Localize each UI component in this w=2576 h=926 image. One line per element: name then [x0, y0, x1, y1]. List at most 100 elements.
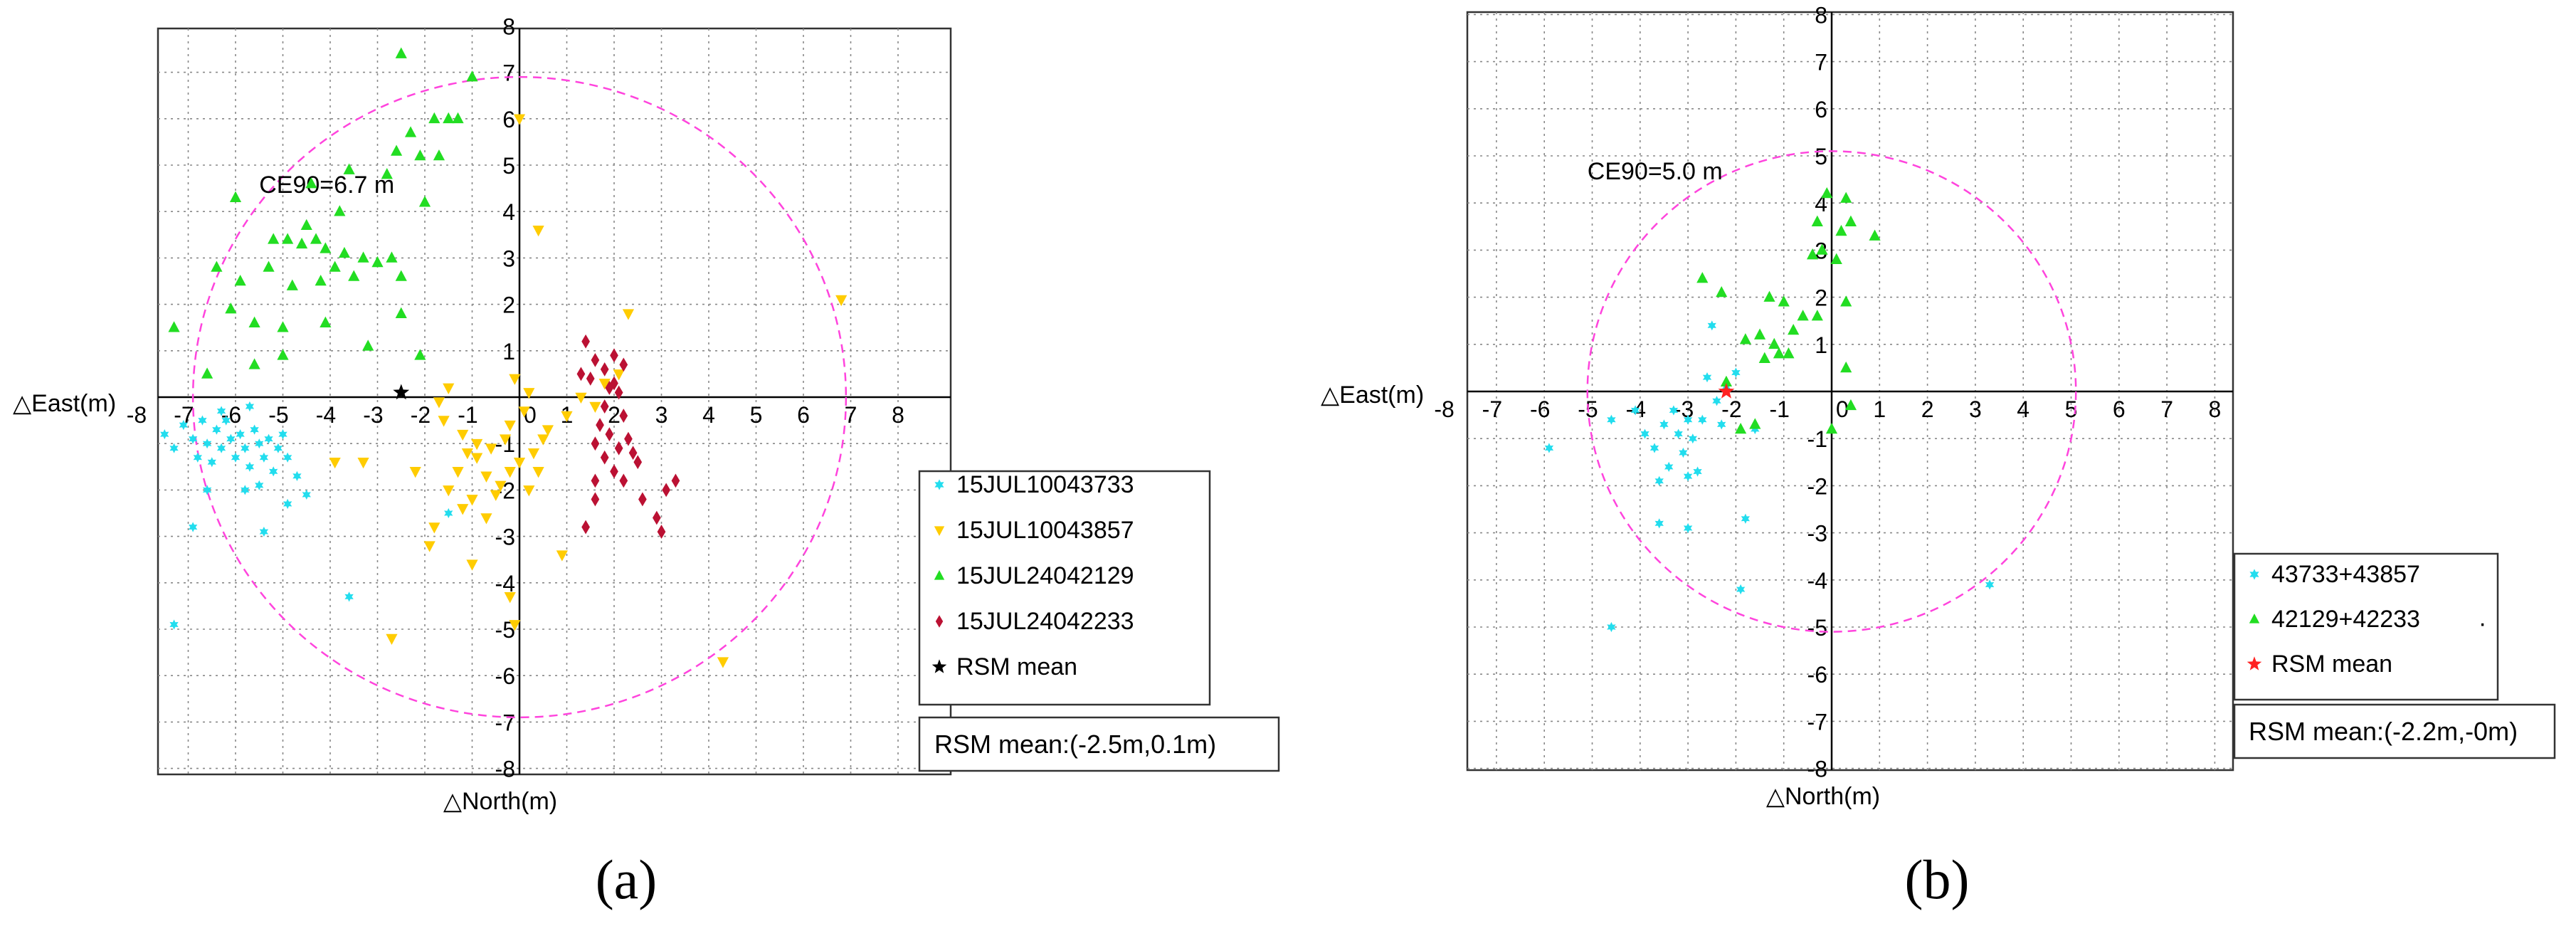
tick-label-y: -8 — [495, 757, 515, 782]
data-point — [452, 467, 464, 478]
data-point — [1788, 323, 1800, 335]
data-point — [438, 416, 450, 427]
data-point — [466, 70, 478, 82]
data-point — [404, 126, 417, 137]
tick-label-y: -6 — [1807, 662, 1827, 688]
data-point — [443, 112, 455, 124]
ce90-circle — [1586, 150, 2077, 633]
legend-label: RSM mean — [956, 653, 1077, 680]
data-point — [600, 362, 609, 377]
data-point — [610, 348, 618, 363]
tick-label-x: 2 — [608, 402, 621, 428]
data-point — [1664, 461, 1674, 472]
data-point — [348, 270, 360, 281]
data-point — [198, 415, 207, 426]
series-rsm-mean — [393, 384, 410, 400]
data-point — [628, 446, 638, 461]
data-point — [527, 448, 540, 460]
data-point — [1688, 433, 1697, 444]
data-point — [1720, 375, 1733, 387]
data-point — [471, 438, 483, 451]
data-point — [201, 367, 213, 379]
data-point — [662, 483, 670, 498]
data-point — [1683, 471, 1693, 482]
data-point — [283, 452, 292, 463]
legend-box-b — [2233, 552, 2499, 701]
legend-entry: RSM mean — [931, 653, 1077, 680]
data-point — [234, 275, 246, 286]
ce90-circle — [191, 75, 848, 719]
data-point — [504, 592, 516, 604]
legend-entry: 15JUL24042233 — [935, 608, 1134, 635]
tick-label-x: 2 — [1921, 396, 1934, 422]
legend-label: 15JUL24042233 — [956, 608, 1134, 635]
data-point — [320, 242, 332, 253]
data-point — [610, 376, 618, 391]
data-point — [414, 349, 426, 360]
legend-label: 42129+42233 — [2271, 606, 2420, 633]
panel-a: -8-8-7-7-6-6-5-5-4-4-3-3-2-2-1-101122334… — [13, 14, 1280, 910]
summary-text-a: RSM mean:(-2.5m,0.1m) — [934, 730, 1216, 759]
tick-label-x: -4 — [316, 402, 336, 428]
data-point — [504, 467, 516, 478]
data-point — [581, 520, 590, 535]
data-point — [393, 384, 410, 400]
data-point — [495, 480, 507, 492]
data-point — [1654, 475, 1664, 486]
data-point — [457, 429, 469, 441]
data-point — [653, 510, 661, 525]
data-point — [212, 424, 221, 435]
data-point — [509, 374, 521, 385]
series-15jul10043733 — [160, 401, 453, 630]
data-point — [202, 438, 212, 449]
tick-label-y: -7 — [1807, 709, 1827, 735]
data-point — [1763, 290, 1775, 302]
legend-marker — [934, 570, 945, 580]
legend-entry: 42129+42233 — [2249, 606, 2420, 633]
data-point — [1749, 418, 1761, 429]
data-point — [245, 401, 255, 412]
data-point — [499, 434, 512, 446]
data-point — [1702, 372, 1712, 383]
ce90-circle-b — [1586, 150, 2077, 633]
data-point — [273, 443, 283, 453]
tick-label-x: -8 — [127, 402, 147, 428]
data-point — [1840, 295, 1852, 307]
tick-label-y: 7 — [1815, 50, 1827, 75]
data-point — [444, 507, 453, 519]
series-15jul10043857 — [329, 114, 848, 668]
x-axis-label-b: △North(m) — [1766, 783, 1880, 810]
data-point — [1751, 423, 1760, 435]
legend-label: 43733+43857 — [2271, 561, 2420, 588]
data-point — [1649, 443, 1659, 453]
data-point — [179, 420, 188, 431]
data-point — [202, 485, 212, 495]
data-point — [302, 489, 311, 500]
data-point — [189, 522, 198, 532]
data-point — [386, 251, 398, 263]
data-point — [452, 112, 464, 124]
legend-marker — [931, 659, 947, 673]
tick-label-x: 0 — [524, 402, 537, 428]
data-point — [343, 163, 355, 174]
data-point — [624, 431, 633, 446]
data-point — [1736, 584, 1746, 595]
tick-label-x: 6 — [2113, 396, 2126, 422]
caption-b: (b) — [1905, 848, 1970, 910]
tick-label-y: -8 — [1807, 757, 1827, 782]
tick-label-y: 1 — [1815, 332, 1827, 358]
data-point — [622, 309, 635, 320]
legend-b: 43733+43857 42129+42233 RSM mean · — [2233, 552, 2499, 701]
tick-label-y: 7 — [502, 60, 515, 86]
data-point — [1739, 333, 1751, 344]
legend-box-a — [918, 470, 1211, 706]
data-point — [605, 427, 614, 442]
data-point — [414, 149, 426, 161]
data-point — [466, 559, 478, 571]
tick-label-x: 5 — [750, 402, 763, 428]
data-point — [504, 420, 516, 432]
tick-label-y: 2 — [502, 293, 515, 318]
data-point — [292, 470, 302, 481]
data-point — [189, 433, 198, 444]
data-point — [1844, 215, 1857, 226]
